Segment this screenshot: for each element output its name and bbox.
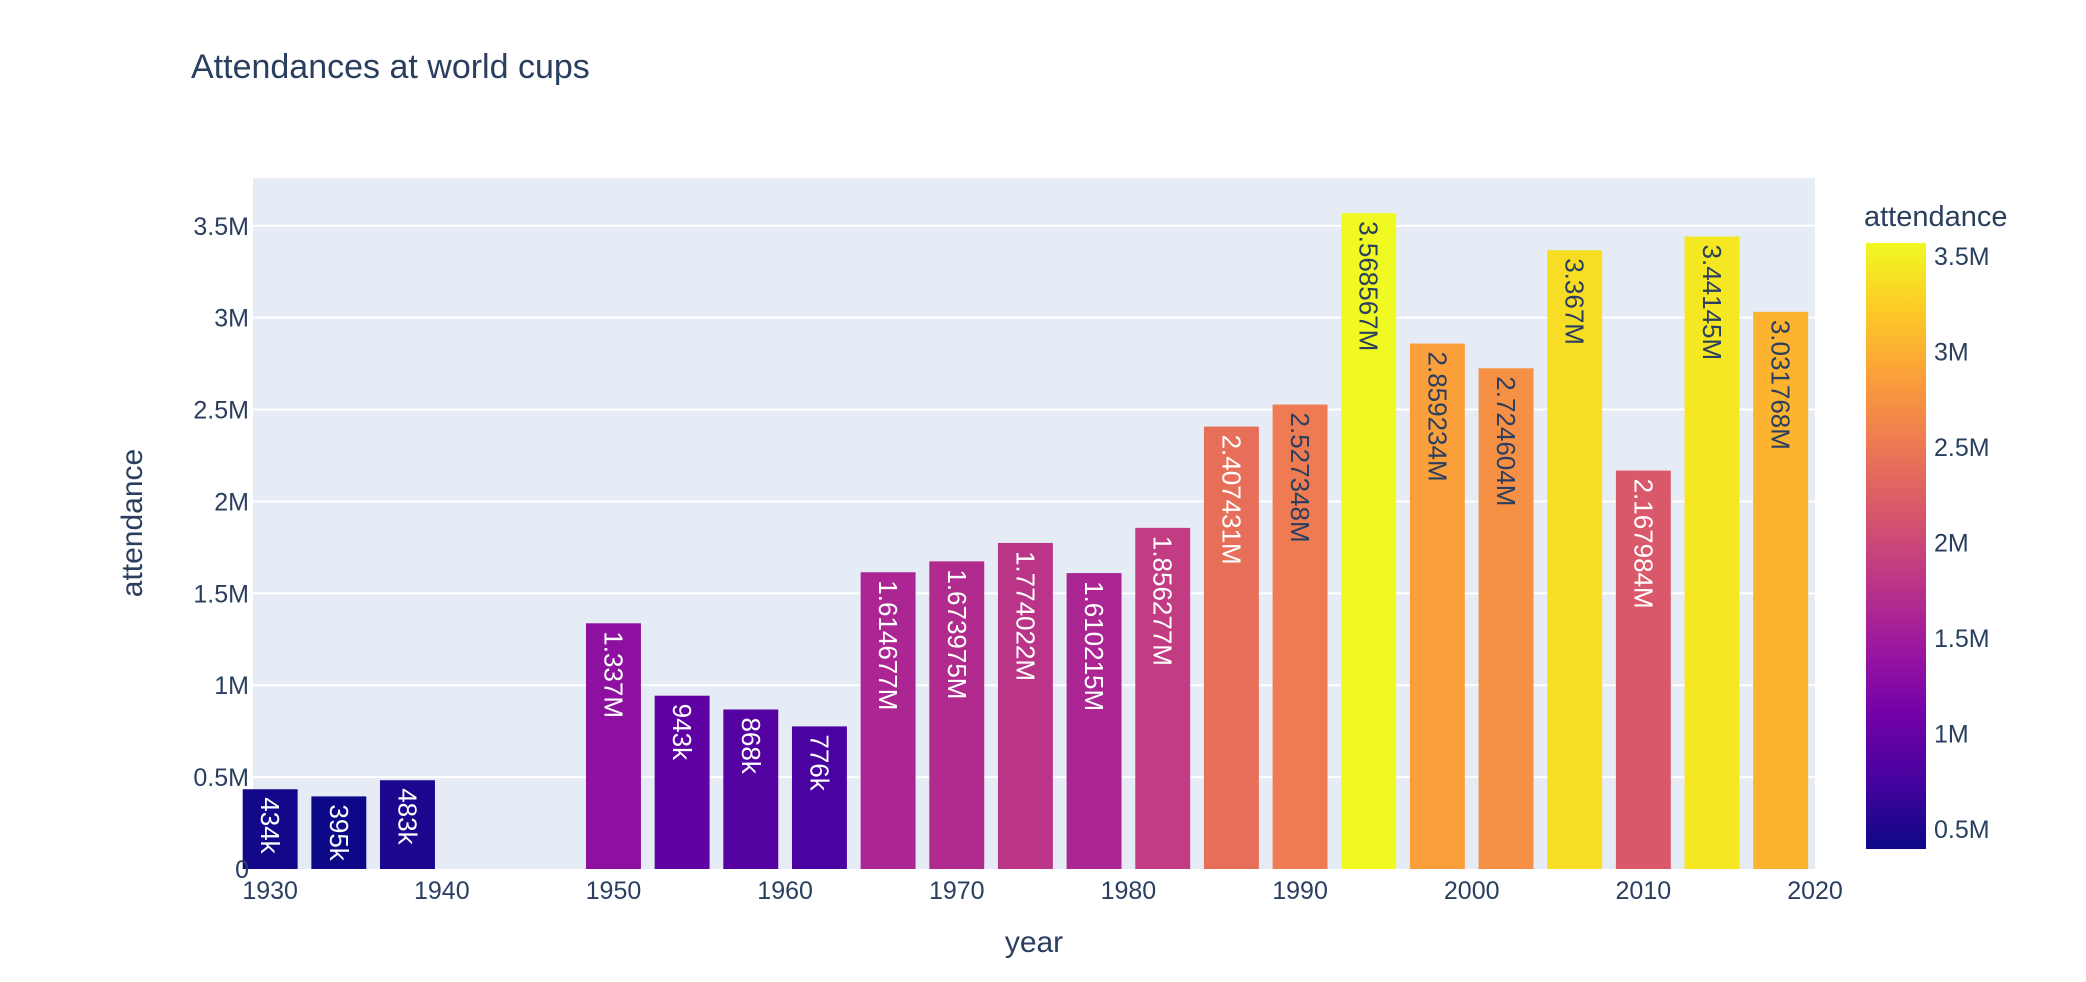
bar-value-label: 3.44145M [1697,245,1727,361]
bar-value-label: 395k [324,804,354,861]
bar [929,561,985,869]
colorbar-tick-label: 3M [1934,339,1969,367]
y-tick-label: 2M [214,488,249,516]
bar [723,709,779,869]
x-tick-label: 1970 [929,877,985,905]
x-axis-ticks: 1930 1940 1950 1960 1970 1980 1990 2000 2010 2020 [242,877,1842,905]
bar [242,789,298,869]
y-tick-label: 0.5M [193,764,249,792]
colorbar-tick-label: 0.5M [1934,816,1990,844]
bar-value-label: 1.614677M [873,580,903,710]
bar-value-label: 1.337M [598,631,628,718]
bar-value-label: 1.673975M [942,569,972,699]
bar-value-label: 776k [804,734,834,791]
bar [1753,311,1809,869]
bars [242,213,1809,870]
bar [1684,236,1740,869]
colorbar-tick-label: 2M [1934,530,1969,558]
x-tick-label: 2010 [1616,877,1672,905]
bar-value-label: 1.610215M [1079,581,1109,711]
x-tick-label: 1960 [757,877,813,905]
x-tick-label: 1930 [242,877,298,905]
bar [1409,343,1465,870]
bar-value-label: 2.407431M [1216,435,1246,565]
x-tick-label: 1950 [586,877,642,905]
bar [1615,470,1671,869]
bar [997,542,1053,869]
colorbar-tick-label: 2.5M [1934,434,1990,462]
bar [1135,527,1191,869]
bar-value-label: 434k [255,797,285,854]
bar-value-label: 2.724604M [1491,376,1521,506]
x-tick-label: 1990 [1272,877,1328,905]
y-axis-ticks: 0 0.5M 1M 1.5M 2M 2.5M 3M 3.5M [193,213,249,884]
bar-value-label: 2.527348M [1285,413,1315,543]
bar [1547,250,1603,870]
bar-value-label: 2.167984M [1628,479,1658,609]
colorbar: attendance 0.5M 1M 1.5M 2M 2.5M 3M 3.5M [1864,201,2008,849]
y-tick-label: 3.5M [193,213,249,241]
y-tick-label: 3M [214,305,249,333]
bar [791,726,847,869]
bar-value-label: 3.367M [1560,258,1590,345]
bar-labels: 434k 395k 483k 1.337M 943k 868k 776k 1.614677M 1… [255,221,1796,862]
x-tick-label: 1940 [414,877,470,905]
bar [311,796,367,869]
y-tick-label: 1M [214,672,249,700]
bar-value-label: 943k [667,704,697,761]
bar-value-label: 1.856277M [1148,536,1178,666]
x-axis-title: year [1005,926,1063,959]
y-axis-title: attendance [116,449,149,597]
colorbar-tick-label: 1M [1934,720,1969,748]
bar [1341,213,1397,869]
bar [654,695,710,869]
bar [380,780,435,869]
bar-value-label: 483k [392,788,422,845]
bar-value-label: 3.568567M [1354,221,1384,351]
colorbar-gradient [1866,243,1926,849]
x-tick-label: 2020 [1787,877,1843,905]
colorbar-tick-label: 1.5M [1934,625,1990,653]
x-tick-label: 1980 [1101,877,1157,905]
bar [1203,426,1259,869]
bar-value-label: 868k [736,717,766,774]
chart-title: Attendances at world cups [191,48,590,86]
bar [1478,368,1534,869]
bar [860,572,916,869]
y-tick-label: 0 [235,856,249,884]
y-tick-label: 2.5M [193,397,249,425]
colorbar-tick-label: 3.5M [1934,243,1990,271]
bar [585,623,641,869]
x-tick-label: 2000 [1444,877,1500,905]
bar [1066,573,1122,869]
colorbar-ticks: 0.5M 1M 1.5M 2M 2.5M 3M 3.5M [1934,243,1990,844]
y-tick-label: 1.5M [193,580,249,608]
bar [1272,404,1328,869]
bar-value-label: 2.859234M [1422,352,1452,482]
bar-value-label: 3.031768M [1766,320,1796,450]
bar-value-label: 1.774022M [1010,551,1040,681]
colorbar-title: attendance [1864,201,2008,233]
